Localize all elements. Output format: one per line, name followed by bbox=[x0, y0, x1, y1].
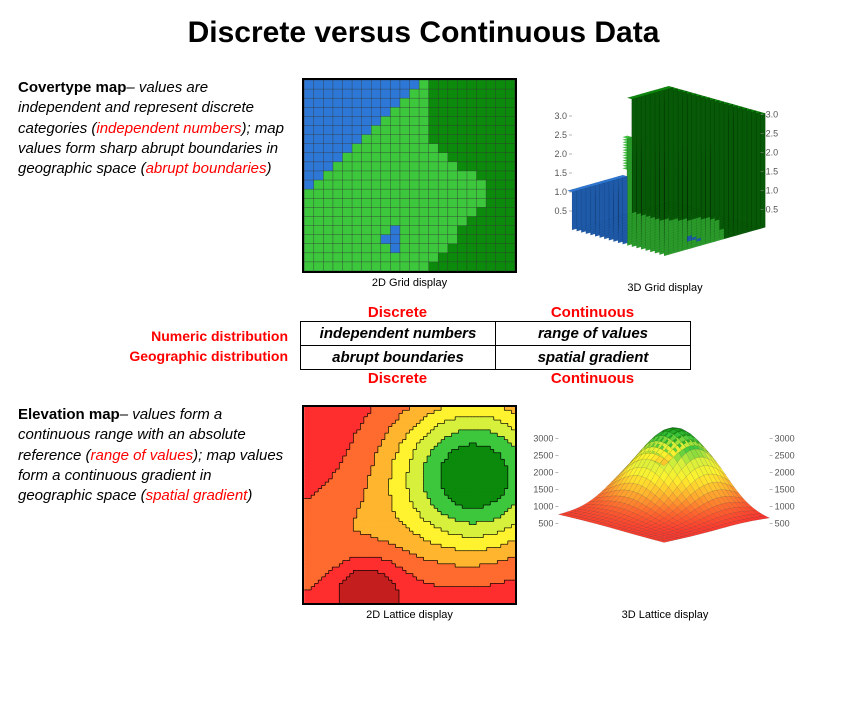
grid-2d-caption: 2D Grid display bbox=[372, 277, 447, 289]
svg-text:1.5: 1.5 bbox=[554, 168, 567, 178]
comparison-table: independent numbers range of values abru… bbox=[300, 321, 691, 370]
lattice-2d-figure: 2D Lattice display bbox=[302, 405, 517, 621]
table-row: abrupt boundaries spatial gradient bbox=[301, 346, 691, 370]
covertype-desc: Covertype map– values are independent an… bbox=[18, 78, 288, 179]
grid-2d-figure: 2D Grid display bbox=[302, 78, 517, 289]
col-footer-continuous: Continuous bbox=[495, 370, 690, 387]
cell-r2c2: spatial gradient bbox=[496, 346, 691, 370]
col-header-discrete: Discrete bbox=[300, 304, 495, 321]
grid-3d-caption: 3D Grid display bbox=[627, 282, 702, 294]
svg-text:3.0: 3.0 bbox=[766, 110, 779, 120]
col-footer-discrete: Discrete bbox=[300, 370, 495, 387]
table-row: independent numbers range of values bbox=[301, 322, 691, 346]
grid-3d-figure: 0.5 0.5 1.0 1.0 1.5 1.5 2.0 2.0 2.5 2.5 3.0 3.0 3D … bbox=[531, 78, 799, 294]
lattice-2d-svg bbox=[302, 405, 517, 605]
svg-text:1.5: 1.5 bbox=[766, 167, 779, 177]
svg-text:3.0: 3.0 bbox=[554, 111, 567, 121]
svg-text:0.5: 0.5 bbox=[766, 205, 779, 215]
grid-3d-svg: 0.5 0.5 1.0 1.0 1.5 1.5 2.0 2.0 2.5 2.5 3.0 3.0 bbox=[531, 78, 799, 278]
row-label-geographic: Geographic distribution bbox=[18, 346, 288, 366]
cell-r1c1: independent numbers bbox=[301, 322, 496, 346]
svg-text:2.5: 2.5 bbox=[766, 129, 779, 139]
elevation-row: Elevation map– values form a continuous … bbox=[18, 405, 829, 621]
lattice-2d-caption: 2D Lattice display bbox=[366, 609, 453, 621]
page-title: Discrete versus Continuous Data bbox=[18, 16, 829, 50]
covertype-heading: Covertype map bbox=[18, 79, 126, 96]
svg-text:2.0: 2.0 bbox=[766, 148, 779, 158]
row-label-numeric: Numeric distribution bbox=[18, 326, 288, 346]
comparison-table-block: Discrete Continuous Numeric distribution… bbox=[18, 304, 829, 387]
svg-text:1.0: 1.0 bbox=[766, 186, 779, 196]
svg-text:2.0: 2.0 bbox=[554, 149, 567, 159]
grid-2d-svg bbox=[302, 78, 517, 273]
svg-text:1.0: 1.0 bbox=[554, 187, 567, 197]
svg-text:0.5: 0.5 bbox=[554, 206, 567, 216]
lattice-3d-caption: 3D Lattice display bbox=[622, 609, 709, 621]
cell-r2c1: abrupt boundaries bbox=[301, 346, 496, 370]
col-header-continuous: Continuous bbox=[495, 304, 690, 321]
elevation-desc: Elevation map– values form a continuous … bbox=[18, 405, 288, 506]
elevation-heading: Elevation map bbox=[18, 406, 120, 423]
lattice-3d-svg: 5005001000100015001500200020002500250030… bbox=[531, 405, 799, 605]
svg-text:2.5: 2.5 bbox=[554, 130, 567, 140]
lattice-3d-figure: 5005001000100015001500200020002500250030… bbox=[531, 405, 799, 621]
covertype-row: Covertype map– values are independent an… bbox=[18, 78, 829, 294]
cell-r1c2: range of values bbox=[496, 322, 691, 346]
